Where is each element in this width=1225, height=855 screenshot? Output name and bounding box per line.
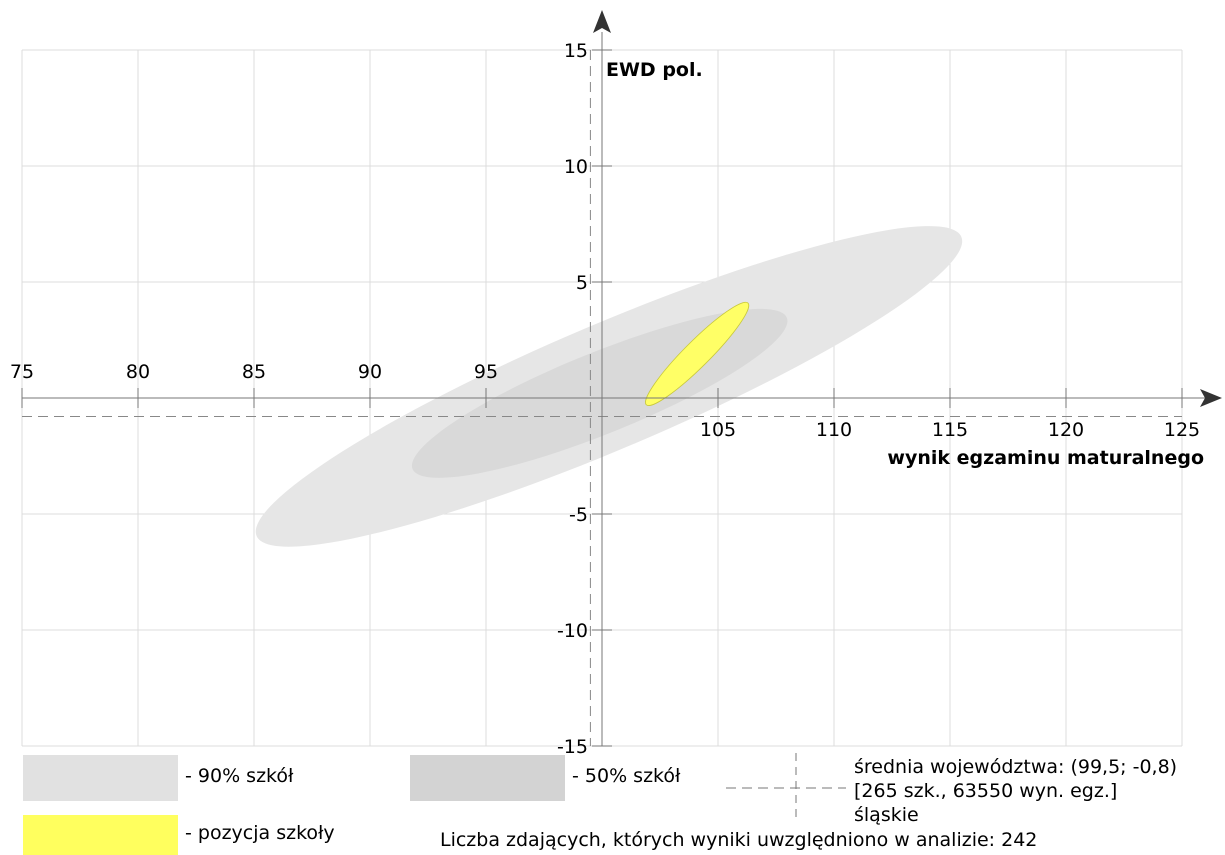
y-tick-label: 15 — [564, 40, 588, 62]
x-axis-arrow-icon — [1200, 389, 1222, 407]
legend-mean-line-1: średnia województwa: (99,5; -0,8) — [854, 756, 1178, 778]
legend-label-school: - pozycja szkoły — [185, 822, 335, 844]
region-school-position — [645, 301, 750, 406]
x-tick-label: 120 — [1048, 419, 1084, 441]
x-tick-label: 115 — [932, 419, 968, 441]
legend-mean-line-2: [265 szk., 63550 wyn. egz.] — [854, 780, 1118, 802]
x-tick-label: 125 — [1164, 419, 1200, 441]
legend-swatch-school — [23, 815, 178, 855]
x-tick-label: 80 — [126, 361, 150, 383]
y-axis-arrow-icon — [593, 10, 611, 33]
legend-mean-line-3: śląskie — [854, 804, 919, 826]
x-tick-label: 105 — [700, 419, 736, 441]
legend-swatch-50 — [410, 755, 565, 801]
axes — [21, 10, 1222, 747]
x-tick-label: 85 — [242, 361, 266, 383]
legend-label-90: - 90% szkół — [185, 765, 294, 787]
legend-label-50: - 50% szkół — [572, 765, 681, 787]
x-tick-label: 75 — [10, 361, 34, 383]
x-tick-label: 95 — [474, 361, 498, 383]
x-axis-label: wynik egzaminu maturalnego — [887, 447, 1204, 469]
x-tick-label: 90 — [358, 361, 382, 383]
y-tick-label: -10 — [557, 620, 588, 642]
y-tick-label: 5 — [576, 272, 588, 294]
legend-swatch-90 — [23, 755, 178, 801]
legend-count-text: Liczba zdających, których wyniki uwzględ… — [440, 829, 1038, 851]
legend-mean-cross-icon — [726, 753, 846, 821]
y-tick-label: -5 — [569, 504, 588, 526]
y-axis-label: EWD pol. — [606, 59, 703, 81]
y-tick-label: -15 — [557, 736, 588, 758]
regions — [255, 226, 963, 547]
x-tick-label: 110 — [816, 419, 852, 441]
y-tick-label: 10 — [564, 156, 588, 178]
